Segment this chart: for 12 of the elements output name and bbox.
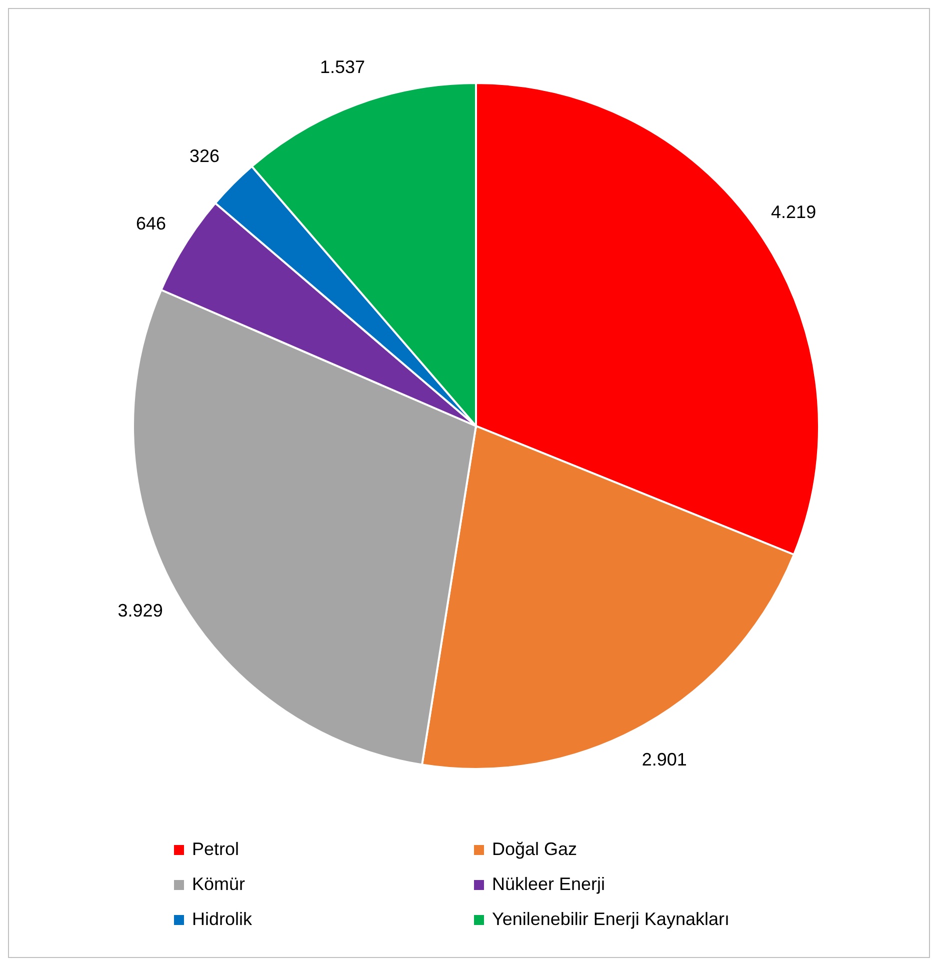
data-label: 1.537 bbox=[320, 57, 365, 78]
data-label: 326 bbox=[189, 146, 220, 166]
legend-label: Doğal Gaz bbox=[492, 839, 578, 860]
legend-label: Hidrolik bbox=[192, 909, 252, 930]
data-label: 2.901 bbox=[642, 749, 687, 770]
legend-label: Kömür bbox=[192, 874, 246, 895]
data-label: 646 bbox=[136, 213, 166, 234]
data-label: 4.219 bbox=[771, 202, 816, 222]
legend-label: Nükleer Enerji bbox=[492, 874, 606, 895]
legend-label: Yenilenebilir Enerji Kaynakları bbox=[492, 909, 730, 930]
data-label: 3.929 bbox=[118, 600, 163, 620]
legend-label: Petrol bbox=[192, 839, 240, 860]
